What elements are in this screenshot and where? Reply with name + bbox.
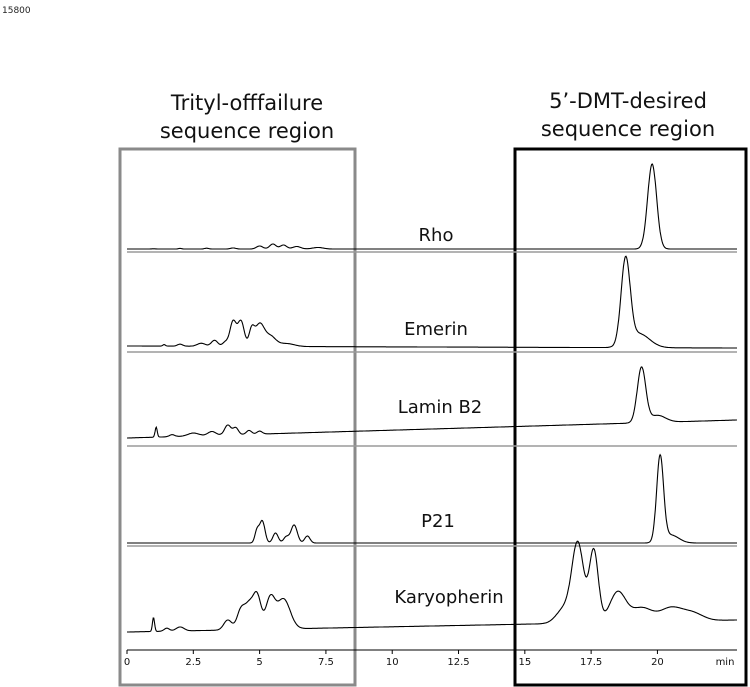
- trace-emerin: [127, 255, 737, 349]
- trace-label-lamin-b2: Lamin B2: [398, 397, 483, 418]
- trace-label-karyopherin: Karyopherin: [394, 587, 503, 608]
- trace-rho: [127, 163, 737, 250]
- region-labels: Trityl-offfailure sequence region 5’-DMT-d…: [160, 89, 715, 143]
- x-tick-label-2: 5: [256, 657, 262, 668]
- chromatogram-traces: [127, 163, 737, 633]
- x-tick-label-4: 10: [386, 657, 399, 668]
- x-tick-label-0: 0: [124, 657, 130, 668]
- region-label-0-line-1: sequence region: [160, 119, 334, 143]
- figure-id: 15800: [2, 6, 31, 16]
- region-label-1-line-1: sequence region: [541, 117, 715, 141]
- x-tick-label-3: 7.5: [318, 657, 334, 668]
- region-box-0: [118, 147, 357, 687]
- x-tick-label-1: 2.5: [185, 657, 201, 668]
- x-tick-label-7: 17.5: [580, 657, 602, 668]
- trace-label-rho: Rho: [419, 225, 454, 246]
- trace-labels: Rho Emerin Lamin B2 P21 Karyopherin: [394, 225, 503, 608]
- region-label-0-line-0: Trityl-offfailure: [170, 91, 323, 115]
- x-axis-unit-label: min: [716, 657, 735, 668]
- x-tick-label-6: 15: [518, 657, 531, 668]
- trace-p21: [127, 453, 737, 544]
- trace-label-emerin: Emerin: [404, 319, 468, 340]
- trace-karyopherin: [127, 540, 737, 633]
- trace-label-p21: P21: [421, 511, 455, 532]
- region-label-1-line-0: 5’-DMT-desired: [549, 89, 707, 113]
- trace-lamin-b2: [127, 366, 737, 439]
- region-box-1: [513, 147, 748, 687]
- trace-separators: [127, 251, 737, 547]
- x-axis: 0 2.5 5 7.5 10 12.5 15 17.5 20 min: [124, 649, 737, 668]
- x-tick-label-8: 20: [651, 657, 664, 668]
- region-boxes: [118, 147, 748, 687]
- x-tick-label-5: 12.5: [447, 657, 469, 668]
